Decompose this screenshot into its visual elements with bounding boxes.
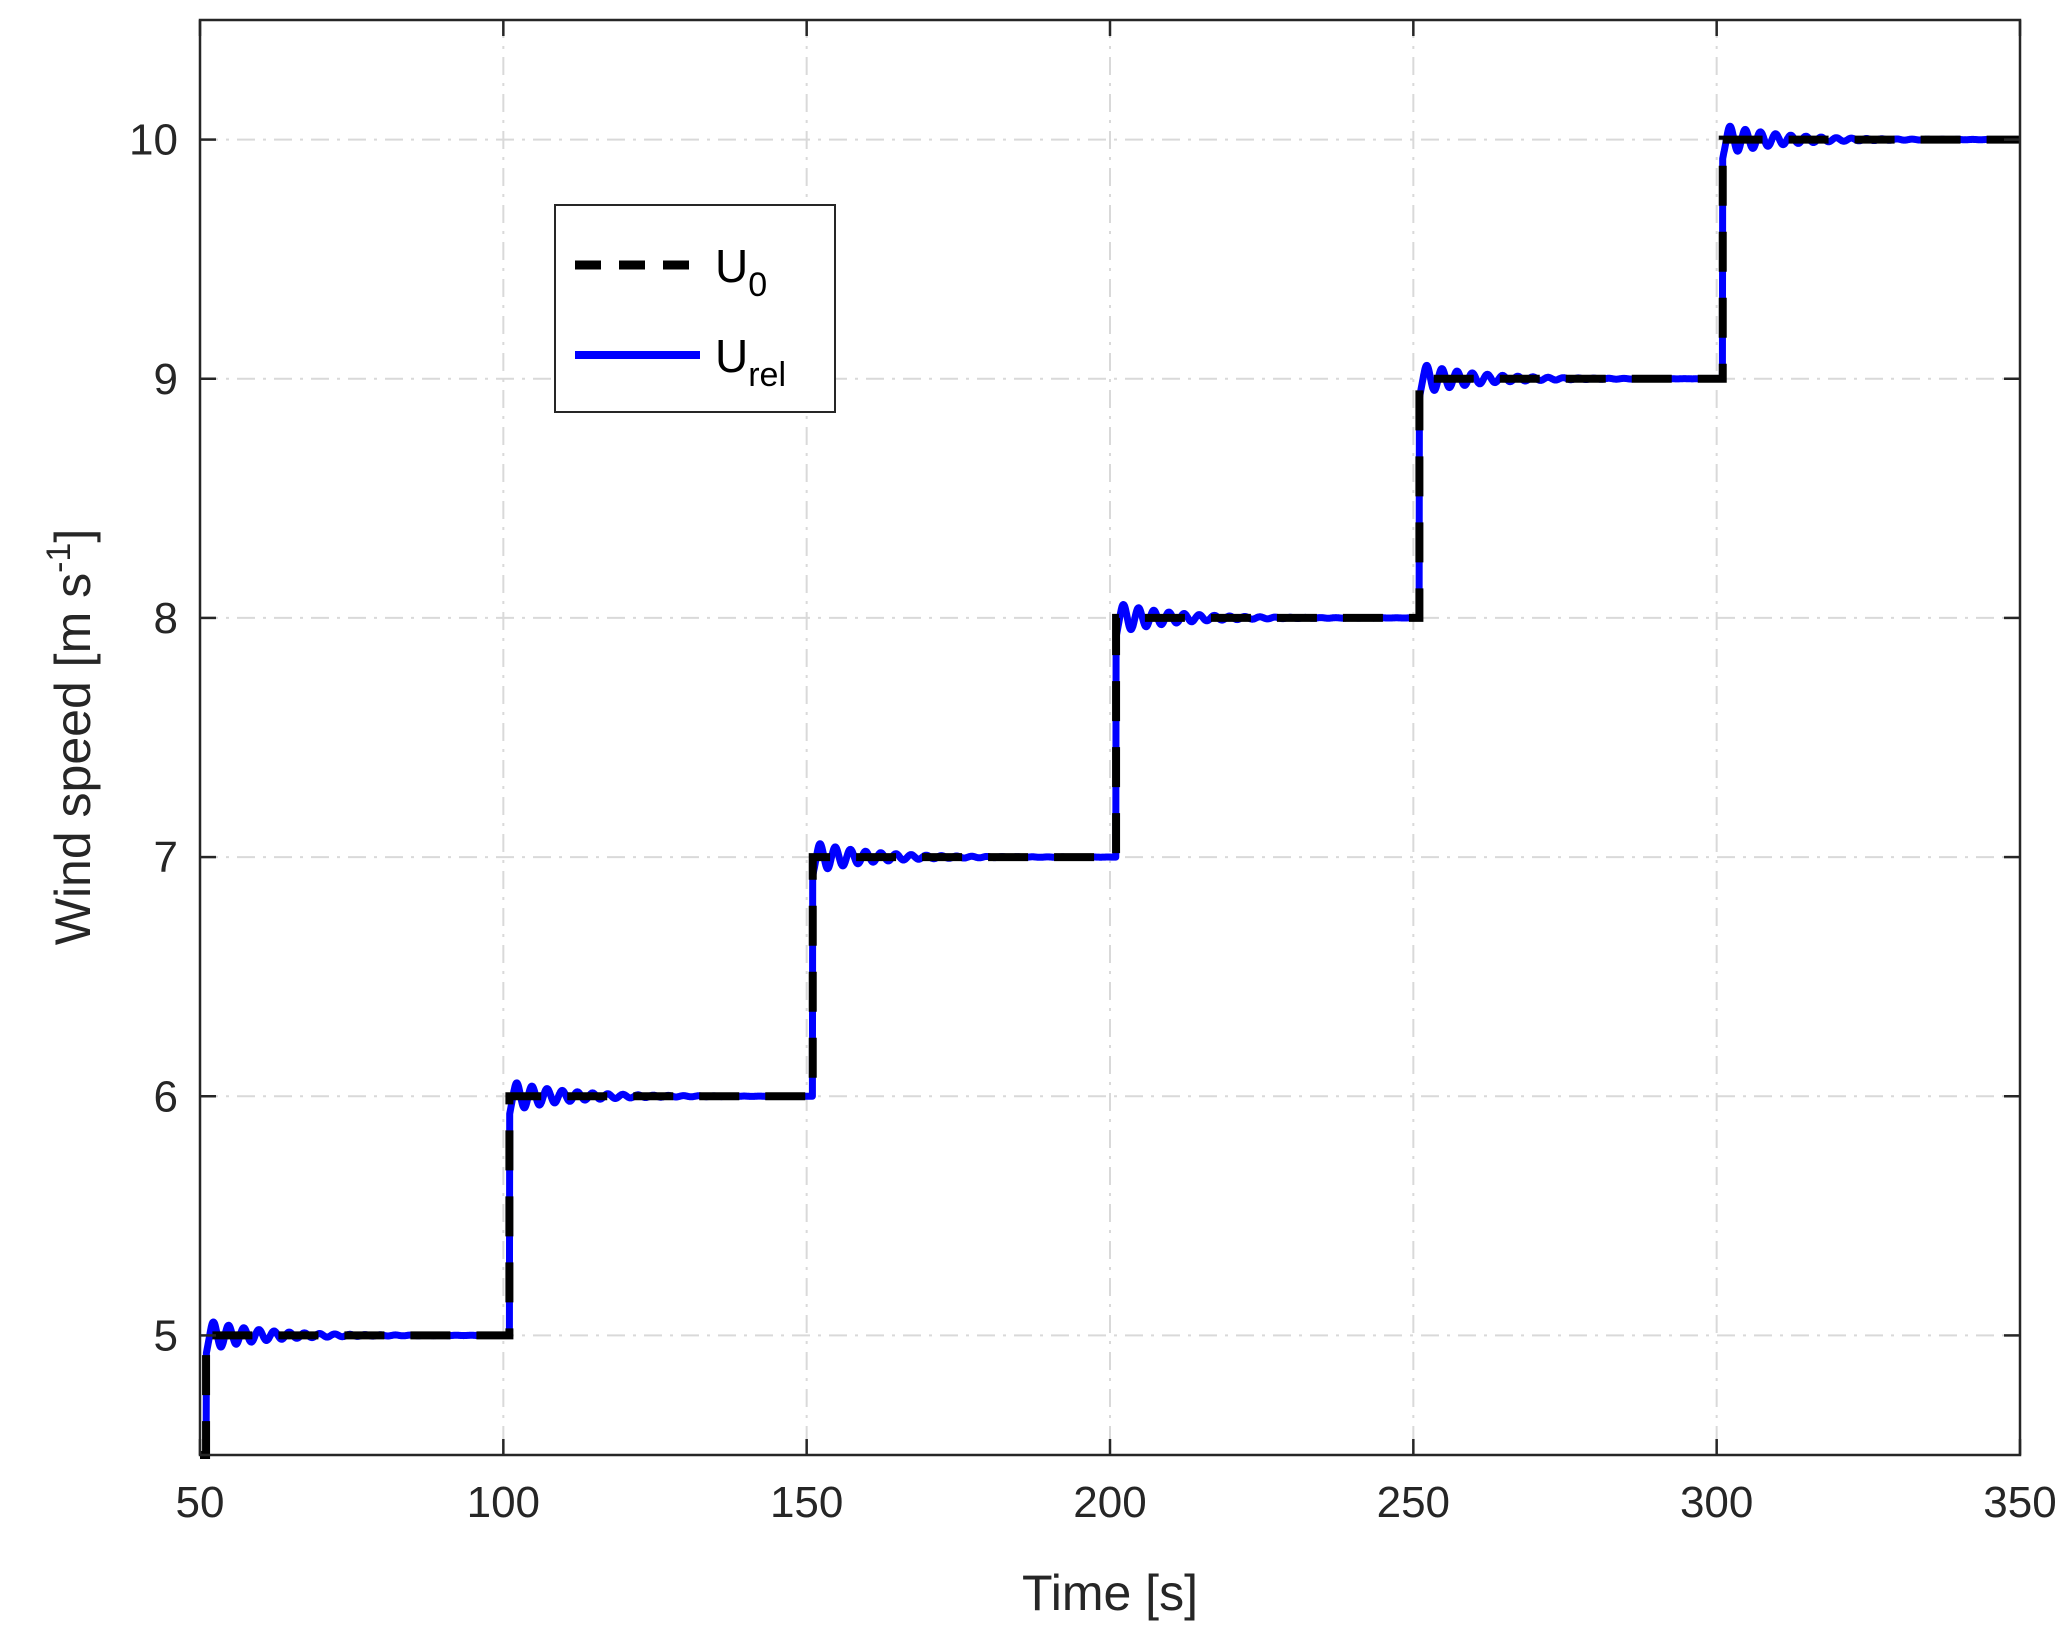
y-axis-title-main: Wind speed [m s (45, 573, 101, 945)
x-axis-title: Time [s] (1022, 1565, 1198, 1621)
x-tick-label: 150 (770, 1478, 843, 1527)
x-tick-label: 300 (1680, 1478, 1753, 1527)
y-axis-title-sup: -1 (40, 543, 78, 573)
x-tick-label: 350 (1983, 1478, 2056, 1527)
y-axis-title: Wind speed [m s-1] (40, 529, 101, 946)
x-tick-label: 50 (176, 1478, 225, 1527)
y-tick-label: 10 (129, 116, 178, 165)
grid (200, 20, 2020, 1455)
legend-label-urel: Urel (715, 330, 786, 394)
legend: U0 Urel (554, 204, 836, 413)
x-tick-label: 200 (1073, 1478, 1146, 1527)
series-layer (196, 122, 2024, 1459)
y-tick-label: 9 (154, 355, 178, 404)
y-tick-label: 6 (154, 1072, 178, 1121)
y-tick-label: 7 (154, 833, 178, 882)
y-tick-label: 5 (154, 1311, 178, 1360)
legend-box (554, 204, 836, 413)
x-tick-label: 100 (467, 1478, 540, 1527)
ticks: 50 100 150 200 250 300 350 5 6 7 8 9 10 (129, 20, 2057, 1527)
legend-label-u0: U0 (715, 240, 767, 304)
x-tick-label: 250 (1377, 1478, 1450, 1527)
y-axis-title-close: ] (45, 529, 101, 543)
y-tick-label: 8 (154, 594, 178, 643)
